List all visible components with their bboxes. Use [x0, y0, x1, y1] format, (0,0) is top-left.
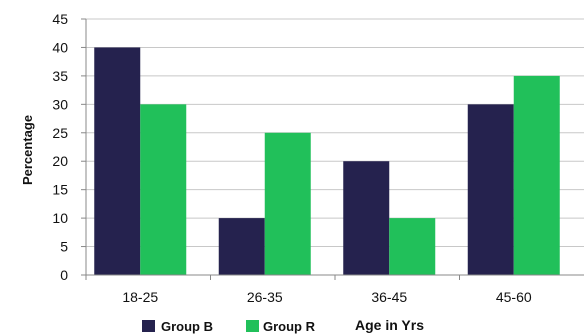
y-tick-label-10: 10: [52, 210, 68, 226]
labels: 0 5 10 15 20 25 30 35 40 45 18-25 26-35 36-45 45-60: [52, 11, 531, 305]
x-tick-label-26-35: 26-35: [247, 289, 283, 305]
x-tick-label-36-45: 36-45: [371, 289, 407, 305]
y-tick-label-45: 45: [52, 11, 68, 27]
x-tick-label-18-25: 18-25: [122, 289, 158, 305]
bar-group-b-26-35: [218, 218, 265, 275]
bar-group-r-36-45: [389, 218, 436, 275]
bar-group-r-18-25: [140, 104, 187, 275]
y-tick-label-0: 0: [60, 267, 68, 283]
bar-group-b-36-45: [343, 161, 390, 275]
y-tick-label-40: 40: [52, 39, 68, 55]
x-tick-label-45-60: 45-60: [496, 289, 532, 305]
legend-label-group-r: Group R: [263, 319, 316, 334]
y-axis-title: Percentage: [20, 115, 35, 185]
x-axis-title: Age in Yrs: [355, 317, 424, 333]
bar-group-r-26-35: [264, 132, 311, 275]
y-tick-label-30: 30: [52, 96, 68, 112]
y-tick-label-25: 25: [52, 125, 68, 141]
y-tick-label-15: 15: [52, 182, 68, 198]
bars: [94, 47, 560, 275]
bar-group-b-18-25: [94, 47, 141, 275]
legend-swatch-group-b: [142, 320, 155, 332]
y-tick-label-20: 20: [52, 153, 68, 169]
legend: Group B Group R: [142, 319, 316, 334]
axes: [81, 18, 584, 280]
legend-label-group-b: Group B: [161, 319, 213, 334]
y-tick-label-5: 5: [60, 239, 68, 255]
bar-group-b-45-60: [467, 104, 514, 275]
bar-group-r-45-60: [513, 75, 560, 275]
y-tick-label-35: 35: [52, 68, 68, 84]
legend-swatch-group-r: [246, 320, 259, 332]
